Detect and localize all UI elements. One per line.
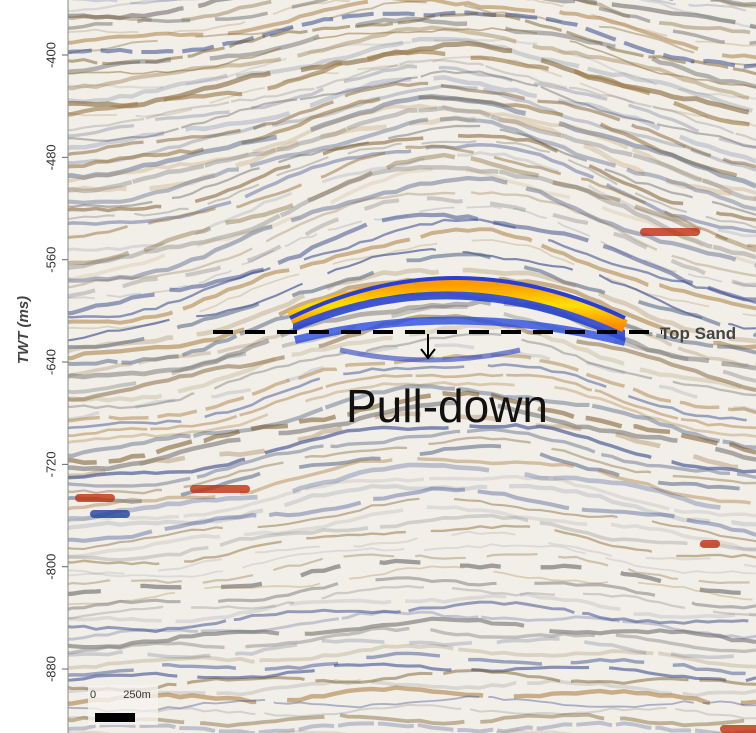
amplitude-patch	[190, 485, 250, 493]
axis-label: TWT (ms)	[15, 296, 32, 364]
tick-label: -400	[43, 42, 58, 68]
amplitude-patch	[640, 228, 700, 236]
scale-start: 0	[90, 689, 96, 701]
horizon-label: Top Sand	[660, 324, 736, 343]
amplitude-patch	[700, 540, 720, 548]
scale-bar	[95, 713, 135, 722]
page: {"axis": {"label": "TWT (ms)", "ticks": …	[0, 0, 756, 733]
scale-end: 250m	[123, 689, 151, 701]
effect-label: Pull-down	[346, 380, 548, 432]
tick-label: -480	[43, 144, 58, 170]
tick-label: -800	[43, 554, 58, 580]
tick-label: -880	[43, 656, 58, 682]
amplitude-patch	[75, 494, 115, 502]
seismic-figure: Top Sand Pull-down TWT (ms) -400 -480 -560…	[0, 0, 756, 733]
tick-label: -720	[43, 451, 58, 477]
tick-label: -560	[43, 247, 58, 273]
amplitude-patch	[720, 725, 756, 733]
tick-label: -640	[43, 349, 58, 375]
amplitude-patch	[90, 510, 130, 518]
